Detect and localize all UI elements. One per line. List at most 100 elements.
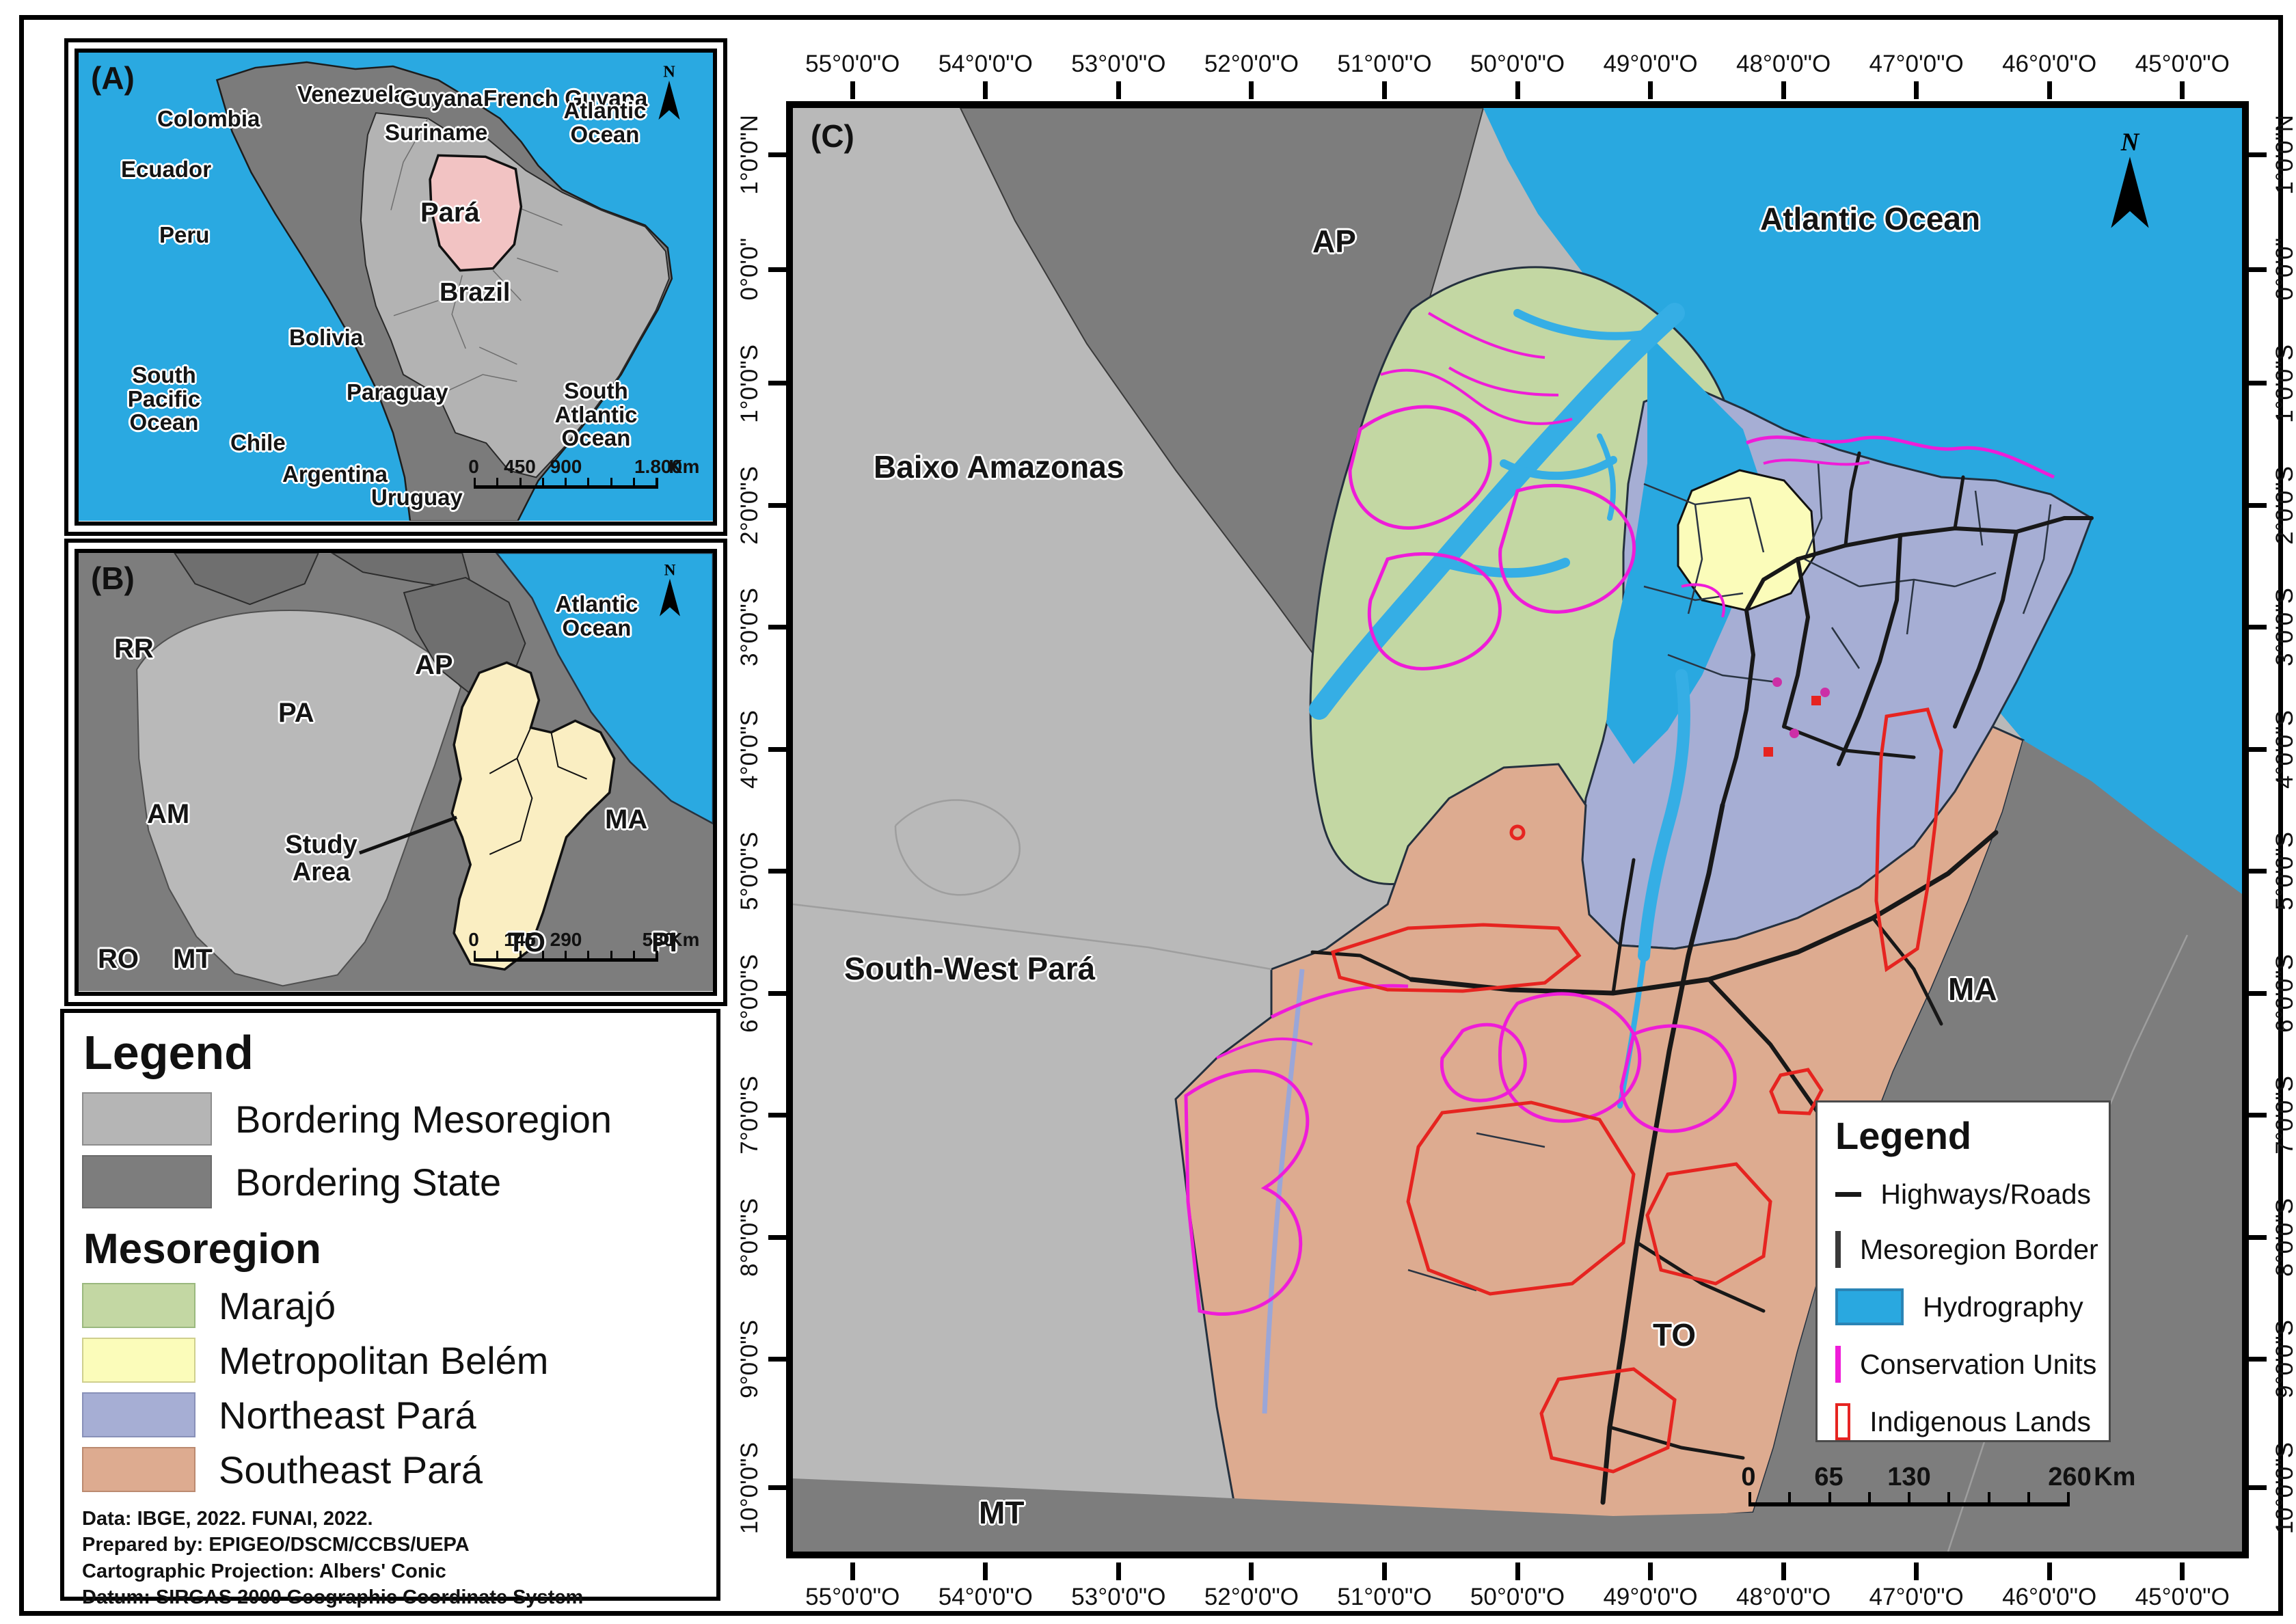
scale-tick: 0 bbox=[468, 456, 479, 477]
panel-c-main-map: (C) AP Atlantic Ocean Baixo Amazonas Sou… bbox=[786, 101, 2249, 1558]
lat-tick-label: 7°0'0"S bbox=[736, 1076, 763, 1155]
tick-mark bbox=[1914, 1562, 1919, 1580]
latitude-axis-left: 1°0'0"N 0°0'0" 1°0'0"S 2°0'0"S 3°0'0"S 4… bbox=[730, 115, 786, 1534]
lat-tick: 2°0'0"S bbox=[2249, 466, 2296, 545]
credit-line: Data: IBGE, 2022. FUNAI, 2022. bbox=[82, 1508, 373, 1530]
lat-tick-label: 8°0'0"S bbox=[736, 1197, 763, 1277]
municipal-borders bbox=[1407, 463, 2052, 1292]
lat-tick: 8°0'0"S bbox=[2249, 1198, 2296, 1277]
tick-mark bbox=[2047, 1562, 2052, 1580]
lon-tick-label: 49°0'0"O bbox=[1603, 1584, 1698, 1610]
legend-item-label: Mesoregion Border bbox=[1860, 1233, 2098, 1265]
lat-tick: 1°0'0"S bbox=[730, 344, 786, 422]
lat-tick-label: 1°0'0"N bbox=[736, 115, 763, 195]
panel-b-tag: (B) bbox=[91, 560, 135, 596]
legend-item: Bordering Mesoregion bbox=[82, 1092, 699, 1146]
label-south-atlantic-ocean: South Atlantic Ocean bbox=[554, 378, 638, 451]
legend-border-items: Bordering Mesoregion Bordering State bbox=[82, 1092, 699, 1208]
panel-a-scalebar: 0 450 900 1.800 Km bbox=[468, 455, 699, 489]
lon-tick: 52°0'0"O bbox=[1185, 51, 1319, 99]
lon-tick: 49°0'0"O bbox=[1584, 1562, 1717, 1611]
lon-tick-label: 52°0'0"O bbox=[1204, 1584, 1299, 1610]
lon-tick-label: 48°0'0"O bbox=[1736, 1584, 1831, 1610]
panel-b-scalebar: 0 145 290 580 Km bbox=[468, 928, 699, 962]
lon-tick: 51°0'0"O bbox=[1318, 1562, 1451, 1611]
legend-subtitle: Mesoregion bbox=[83, 1226, 321, 1273]
credit-line: Cartographic Projection: Albers' Conic bbox=[82, 1560, 446, 1582]
lat-tick-label: 8°0'0"S bbox=[2271, 1197, 2296, 1277]
scalebar-bar bbox=[474, 478, 658, 489]
legend-item-label: Indigenous Lands bbox=[1869, 1405, 2091, 1437]
panel-b-basemap bbox=[79, 553, 713, 992]
tick-mark bbox=[2249, 869, 2267, 874]
figure-border bbox=[19, 15, 2283, 1616]
tick-mark bbox=[768, 1113, 786, 1118]
tick-mark bbox=[1781, 1562, 1786, 1580]
legend-swatch bbox=[82, 1447, 195, 1492]
scalebar-bar bbox=[1748, 1492, 2070, 1506]
tick-mark bbox=[768, 1485, 786, 1491]
legend-item-label: Marajó bbox=[219, 1284, 336, 1327]
tick-mark bbox=[768, 152, 786, 157]
label-chile: Chile bbox=[230, 430, 286, 455]
lat-tick-label: 5°0'0"S bbox=[736, 832, 763, 911]
label-ap-c: AP bbox=[1312, 224, 1356, 259]
label-french-guyana: French Guyana bbox=[483, 85, 648, 111]
tick-mark bbox=[768, 1357, 786, 1362]
lon-tick-label: 55°0'0"O bbox=[805, 1584, 900, 1610]
lon-tick-label: 54°0'0"O bbox=[938, 1584, 1033, 1610]
label-ma-c: MA bbox=[1948, 971, 1997, 1007]
legend-item-label: Conservation Units bbox=[1860, 1348, 2097, 1380]
lon-tick-label: 45°0'0"O bbox=[2135, 51, 2230, 77]
scalebar-bar bbox=[474, 951, 658, 962]
lat-tick-label: 6°0'0"S bbox=[736, 953, 763, 1033]
lat-tick-label: 7°0'0"S bbox=[2271, 1076, 2296, 1155]
lon-tick: 55°0'0"O bbox=[786, 51, 919, 99]
lat-tick: 4°0'0"S bbox=[2249, 710, 2296, 789]
legend-item-label: Hydrography bbox=[1923, 1290, 2083, 1323]
lon-tick-label: 50°0'0"O bbox=[1470, 51, 1565, 77]
lon-tick: 47°0'0"O bbox=[1850, 51, 1983, 99]
legend-item-label: Metropolitan Belém bbox=[219, 1338, 549, 1382]
legend-swatch bbox=[82, 1338, 195, 1383]
legend-item: Mesoregion Border bbox=[1835, 1231, 2098, 1268]
label-ma-b: MA bbox=[605, 804, 648, 835]
longitude-axis-top: 55°0'0"O 54°0'0"O 53°0'0"O 52°0'0"O 51°0… bbox=[786, 51, 2249, 99]
lat-tick-label: 0°0'0" bbox=[736, 238, 763, 301]
lon-tick-label: 47°0'0"O bbox=[1869, 51, 1964, 77]
tick-mark bbox=[1116, 81, 1121, 99]
legend-swatch bbox=[1835, 1346, 1841, 1383]
label-mt-b: MT bbox=[173, 944, 213, 974]
lon-tick: 48°0'0"O bbox=[1717, 1562, 1850, 1611]
label-guyana: Guyana bbox=[400, 85, 483, 111]
tick-mark bbox=[1381, 81, 1387, 99]
scale-tick: 900 bbox=[550, 456, 582, 477]
tick-mark bbox=[768, 502, 786, 508]
lon-tick-label: 46°0'0"O bbox=[2002, 51, 2097, 77]
tick-mark bbox=[768, 990, 786, 996]
tick-mark bbox=[1914, 81, 1919, 99]
scale-unit: Km bbox=[668, 929, 700, 950]
lon-tick: 51°0'0"O bbox=[1318, 51, 1451, 99]
tick-mark bbox=[768, 1234, 786, 1240]
legend-swatch bbox=[82, 1283, 195, 1328]
tick-mark bbox=[768, 625, 786, 630]
lat-tick-label: 1°0'0"N bbox=[2271, 115, 2296, 195]
tick-mark bbox=[2047, 81, 2052, 99]
lat-tick: 1°0'0"N bbox=[730, 115, 786, 195]
study-area-internal-borders bbox=[489, 727, 587, 855]
label-paraguay: Paraguay bbox=[347, 379, 448, 405]
river-west bbox=[1262, 969, 1305, 1414]
label-suriname: Suriname bbox=[385, 120, 488, 145]
study-area-leader-line bbox=[359, 815, 458, 855]
lon-tick: 54°0'0"O bbox=[919, 51, 1053, 99]
tick-mark bbox=[850, 81, 855, 99]
lon-tick: 46°0'0"O bbox=[1983, 1562, 2116, 1611]
tick-mark bbox=[1781, 81, 1786, 99]
tick-mark bbox=[1249, 1562, 1254, 1580]
legend-item: Bordering State bbox=[82, 1155, 699, 1208]
tick-mark bbox=[2180, 1562, 2185, 1580]
label-ro: RO bbox=[98, 944, 139, 974]
scale-tick: 0 bbox=[1741, 1463, 1756, 1491]
label-atlantic-ocean-b: Atlantic Ocean bbox=[555, 591, 638, 640]
